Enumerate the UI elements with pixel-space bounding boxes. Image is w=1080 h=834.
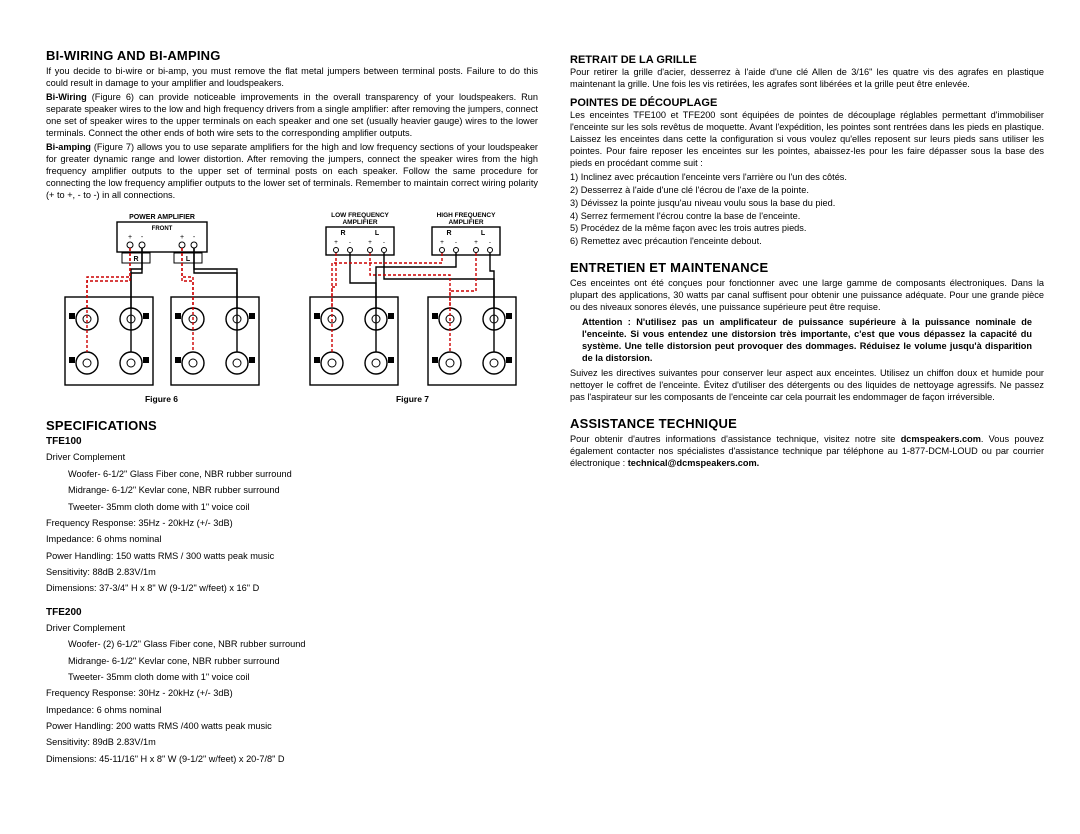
heading-entretien: ENTRETIEN ET MAINTENANCE <box>570 260 1044 275</box>
figure-row: POWER AMPLIFIER FRONT + - + - R L <box>46 211 538 404</box>
heading-assist: ASSISTANCE TECHNIQUE <box>570 416 1044 431</box>
svg-text:+: + <box>474 239 478 246</box>
spec-line: Impedance: 6 ohms nominal <box>46 531 538 547</box>
step-item: 2) Desserrez à l'aide d'une clé l'écrou … <box>570 185 1044 197</box>
svg-text:+: + <box>127 234 131 241</box>
spec-line: Woofer- 6-1/2" Glass Fiber cone, NBR rub… <box>46 466 538 482</box>
step-item: 5) Procédez de la même façon avec les tr… <box>570 223 1044 235</box>
biamping-label: Bi-amping <box>46 142 91 152</box>
svg-text:+: + <box>368 239 372 246</box>
svg-text:L: L <box>374 230 379 237</box>
left-column: BI-WIRING AND BI-AMPING If you decide to… <box>46 48 538 814</box>
diagram-fig7: LOW FREQUENCY AMPLIFIER HIGH FREQUENCY A… <box>298 211 528 391</box>
para-assist: Pour obtenir d'autres informations d'ass… <box>570 434 1044 470</box>
svg-text:-: - <box>382 239 384 246</box>
figure-6: POWER AMPLIFIER FRONT + - + - R L <box>57 211 267 404</box>
spec-line: Dimensions: 37-3/4" H x 8" W (9-1/2" w/f… <box>46 580 538 596</box>
svg-text:AMPLIFIER: AMPLIFIER <box>448 219 483 226</box>
para-ent2: Suivez les directives suivantes pour con… <box>570 368 1044 404</box>
figure-7: LOW FREQUENCY AMPLIFIER HIGH FREQUENCY A… <box>298 211 528 404</box>
heading-biwiring: BI-WIRING AND BI-AMPING <box>46 48 538 63</box>
step-item: 6) Remettez avec précaution l'enceinte d… <box>570 236 1044 248</box>
svg-text:R: R <box>133 256 138 263</box>
tfe200-specs: Driver ComplementWoofer- (2) 6-1/2" Glas… <box>46 620 538 767</box>
spec-line: Driver Complement <box>46 449 538 465</box>
right-column: RETRAIT DE LA GRILLE Pour retirer la gri… <box>570 48 1044 814</box>
svg-text:R: R <box>340 230 345 237</box>
label-power-amp: POWER AMPLIFIER <box>129 214 195 221</box>
spec-line: Woofer- (2) 6-1/2" Glass Fiber cone, NBR… <box>46 636 538 652</box>
para-pointes: Les enceintes TFE100 et TFE200 sont équi… <box>570 110 1044 170</box>
spec-line: Driver Complement <box>46 620 538 636</box>
tfe100-specs: Driver ComplementWoofer- 6-1/2" Glass Fi… <box>46 449 538 596</box>
spec-line: Tweeter- 35mm cloth dome with 1" voice c… <box>46 669 538 685</box>
caption-fig6: Figure 6 <box>145 394 178 404</box>
biamping-text: (Figure 7) allows you to use separate am… <box>46 142 538 200</box>
biwiring-label: Bi-Wiring <box>46 92 87 102</box>
spec-line: Frequency Response: 35Hz - 20kHz (+/- 3d… <box>46 515 538 531</box>
svg-text:-: - <box>488 239 490 246</box>
svg-text:L: L <box>480 230 485 237</box>
caption-fig7: Figure 7 <box>396 394 429 404</box>
speaker-left <box>65 297 153 385</box>
para-ent1: Ces enceintes ont été conçues pour fonct… <box>570 278 1044 314</box>
spec-line: Impedance: 6 ohms nominal <box>46 702 538 718</box>
svg-text:L: L <box>185 256 190 263</box>
assist-site: dcmspeakers.com <box>901 434 981 444</box>
svg-text:+: + <box>179 234 183 241</box>
svg-text:-: - <box>454 239 456 246</box>
heading-retrait: RETRAIT DE LA GRILLE <box>570 54 1044 66</box>
para-ent-bold: Attention : N'utilisez pas un amplificat… <box>570 317 1044 365</box>
step-item: 1) Inclinez avec précaution l'enceinte v… <box>570 172 1044 184</box>
biwiring-text: (Figure 6) can provide noticeable improv… <box>46 92 538 138</box>
assist-a: Pour obtenir d'autres informations d'ass… <box>570 434 901 444</box>
spec-line: Midrange- 6-1/2" Kevlar cone, NBR rubber… <box>46 653 538 669</box>
tfe200-title: TFE200 <box>46 607 538 618</box>
para-intro: If you decide to bi-wire or bi-amp, you … <box>46 66 538 90</box>
diagram-fig6: POWER AMPLIFIER FRONT + - + - R L <box>57 211 267 391</box>
spec-line: Sensitivity: 88dB 2.83V/1m <box>46 564 538 580</box>
assist-email: technical@dcmspeakers.com. <box>628 458 760 468</box>
para-biamping: Bi-amping (Figure 7) allows you to use s… <box>46 142 538 202</box>
svg-text:R: R <box>446 230 451 237</box>
steps-list: 1) Inclinez avec précaution l'enceinte v… <box>570 172 1044 249</box>
step-item: 3) Dévissez la pointe jusqu'au niveau vo… <box>570 198 1044 210</box>
svg-text:-: - <box>348 239 350 246</box>
tfe100-title: TFE100 <box>46 436 538 447</box>
speaker-right <box>171 297 259 385</box>
spec-line: Frequency Response: 30Hz - 20kHz (+/- 3d… <box>46 685 538 701</box>
svg-text:AMPLIFIER: AMPLIFIER <box>342 219 377 226</box>
spec-line: Midrange- 6-1/2" Kevlar cone, NBR rubber… <box>46 482 538 498</box>
svg-text:FRONT: FRONT <box>151 226 172 232</box>
spec-line: Sensitivity: 89dB 2.83V/1m <box>46 734 538 750</box>
para-retrait: Pour retirer la grille d'acier, desserre… <box>570 67 1044 91</box>
spec-line: Power Handling: 200 watts RMS /400 watts… <box>46 718 538 734</box>
spec-line: Tweeter- 35mm cloth dome with 1" voice c… <box>46 499 538 515</box>
heading-specs: SPECIFICATIONS <box>46 418 538 433</box>
svg-text:HIGH FREQUENCY: HIGH FREQUENCY <box>436 212 496 219</box>
svg-text:+: + <box>334 239 338 246</box>
spec-line: Dimensions: 45-11/16" H x 8" W (9-1/2" w… <box>46 751 538 767</box>
para-biwiring: Bi-Wiring (Figure 6) can provide noticea… <box>46 92 538 140</box>
svg-text:LOW FREQUENCY: LOW FREQUENCY <box>331 212 389 219</box>
heading-pointes: POINTES DE DÉCOUPLAGE <box>570 97 1044 109</box>
svg-text:+: + <box>440 239 444 246</box>
spec-line: Power Handling: 150 watts RMS / 300 watt… <box>46 548 538 564</box>
step-item: 4) Serrez fermement l'écrou contre la ba… <box>570 211 1044 223</box>
